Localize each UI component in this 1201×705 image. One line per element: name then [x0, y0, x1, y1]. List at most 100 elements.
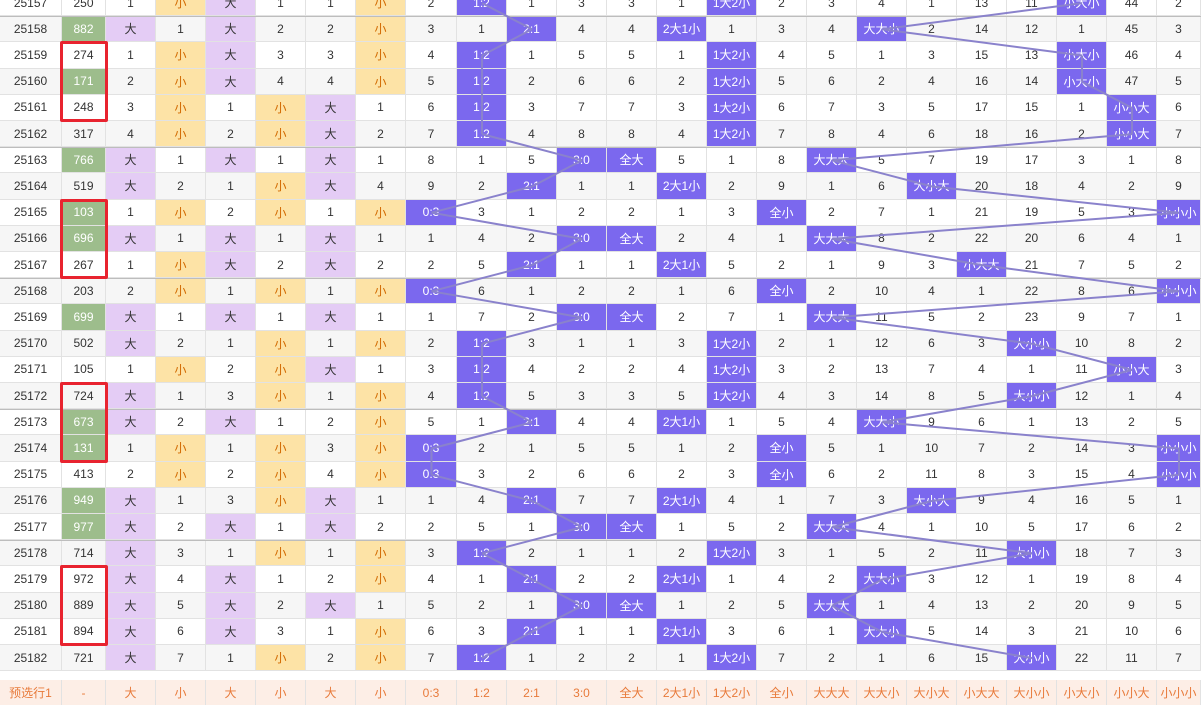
footer-cell[interactable]: 1大2小	[707, 680, 757, 705]
stat-cell: 9	[857, 252, 907, 279]
stat-cell: 大小大	[907, 173, 957, 200]
footer-cell[interactable]: 1:2	[457, 680, 507, 705]
stat-cell: 1	[206, 94, 256, 121]
stat-cell: 3	[757, 540, 807, 567]
stat-cell: 3	[406, 540, 457, 567]
stat-cell: 大	[306, 147, 356, 174]
stat-cell: 6	[607, 461, 657, 488]
stat-cell: 小	[356, 566, 406, 593]
stat-cell: 19	[957, 147, 1007, 174]
stat-cell: 2:1	[507, 173, 557, 200]
stat-cell: 6	[757, 618, 807, 645]
stat-cell: 18	[957, 121, 1007, 148]
draw-number-cell: 171	[62, 68, 106, 95]
draw-number-cell: 203	[62, 278, 106, 305]
footer-cell[interactable]: 大大大	[807, 680, 857, 705]
stat-cell: 8	[1107, 566, 1157, 593]
stat-cell: 2	[206, 461, 256, 488]
stat-cell: 1大2小	[707, 121, 757, 148]
stat-cell: 2	[557, 199, 607, 226]
stat-cell: 2	[757, 0, 807, 17]
footer-cell[interactable]: 大小小	[1007, 680, 1057, 705]
stat-cell: 5	[607, 42, 657, 69]
footer-cell[interactable]: -	[62, 680, 106, 705]
stat-cell: 2	[807, 199, 857, 226]
period-cell: 25170	[0, 330, 62, 357]
stat-cell: 1	[206, 540, 256, 567]
period-cell: 25178	[0, 540, 62, 567]
stat-cell: 1	[206, 645, 256, 672]
period-cell: 25169	[0, 304, 62, 331]
stat-cell: 6	[857, 173, 907, 200]
stat-cell: 1:2	[457, 645, 507, 672]
stat-cell: 1	[707, 566, 757, 593]
stat-cell: 4	[957, 356, 1007, 383]
stat-cell: 2	[457, 592, 507, 619]
stat-cell: 1	[1057, 94, 1107, 121]
stat-cell: 11	[1057, 356, 1107, 383]
footer-cell[interactable]: 大小大	[907, 680, 957, 705]
footer-cell[interactable]: 预选行1	[0, 680, 62, 705]
draw-number-cell: 972	[62, 566, 106, 593]
stat-cell: 2	[657, 540, 707, 567]
stat-cell: 小小小	[1157, 435, 1201, 462]
stat-cell: 7	[457, 304, 507, 331]
stat-cell: 1	[256, 0, 306, 17]
stat-cell: 3	[757, 356, 807, 383]
period-cell: 25157	[0, 0, 62, 17]
period-cell: 25158	[0, 16, 62, 43]
stat-cell: 1	[557, 252, 607, 279]
stat-cell: 1	[707, 409, 757, 436]
stat-cell: 小	[156, 356, 206, 383]
stat-cell: 1	[1057, 16, 1107, 43]
stat-cell: 大	[206, 225, 256, 252]
stat-cell: 1	[757, 225, 807, 252]
footer-cell[interactable]: 0:3	[406, 680, 457, 705]
footer-cell[interactable]: 大	[206, 680, 256, 705]
stat-cell: 11	[857, 304, 907, 331]
footer-cell[interactable]: 小	[156, 680, 206, 705]
stat-cell: 1	[256, 147, 306, 174]
stat-cell: 2大1小	[657, 409, 707, 436]
stat-cell: 2	[306, 409, 356, 436]
footer-cell[interactable]: 小	[356, 680, 406, 705]
stat-cell: 0:3	[406, 199, 457, 226]
stat-cell: 1	[507, 645, 557, 672]
footer-cell[interactable]: 全小	[757, 680, 807, 705]
stat-cell: 21	[1007, 252, 1057, 279]
stat-cell: 2	[857, 68, 907, 95]
stat-cell: 8	[1157, 147, 1201, 174]
footer-cell[interactable]: 大大小	[857, 680, 907, 705]
footer-cell[interactable]: 小	[256, 680, 306, 705]
stat-cell: 2	[707, 173, 757, 200]
stat-cell: 2	[256, 252, 306, 279]
footer-cell[interactable]: 小小大	[1107, 680, 1157, 705]
footer-cell[interactable]: 小大大	[957, 680, 1007, 705]
stat-cell: 1	[356, 225, 406, 252]
footer-cell[interactable]: 3:0	[557, 680, 607, 705]
stat-cell: 大	[106, 304, 156, 331]
footer-cell[interactable]: 小小小	[1157, 680, 1201, 705]
stat-cell: 3	[1157, 540, 1201, 567]
stat-cell: 小	[356, 409, 406, 436]
stat-cell: 1大2小	[707, 330, 757, 357]
footer-cell[interactable]: 小大小	[1057, 680, 1107, 705]
stat-cell: 1	[657, 0, 707, 17]
stat-cell: 小	[256, 173, 306, 200]
footer-cell[interactable]: 全大	[607, 680, 657, 705]
stat-cell: 大	[306, 121, 356, 148]
footer-cell[interactable]: 大	[106, 680, 156, 705]
stat-cell: 20	[1057, 592, 1107, 619]
footer-cell[interactable]: 2大1小	[657, 680, 707, 705]
stat-cell: 3:0	[557, 147, 607, 174]
stat-cell: 6	[557, 461, 607, 488]
stat-cell: 3	[707, 618, 757, 645]
footer-cell[interactable]: 大	[306, 680, 356, 705]
stat-cell: 44	[1107, 0, 1157, 17]
stat-cell: 6	[406, 618, 457, 645]
stat-cell: 1	[507, 592, 557, 619]
stat-cell: 14	[957, 618, 1007, 645]
stat-cell: 20	[957, 173, 1007, 200]
footer-cell[interactable]: 2:1	[507, 680, 557, 705]
stat-cell: 5	[957, 383, 1007, 410]
